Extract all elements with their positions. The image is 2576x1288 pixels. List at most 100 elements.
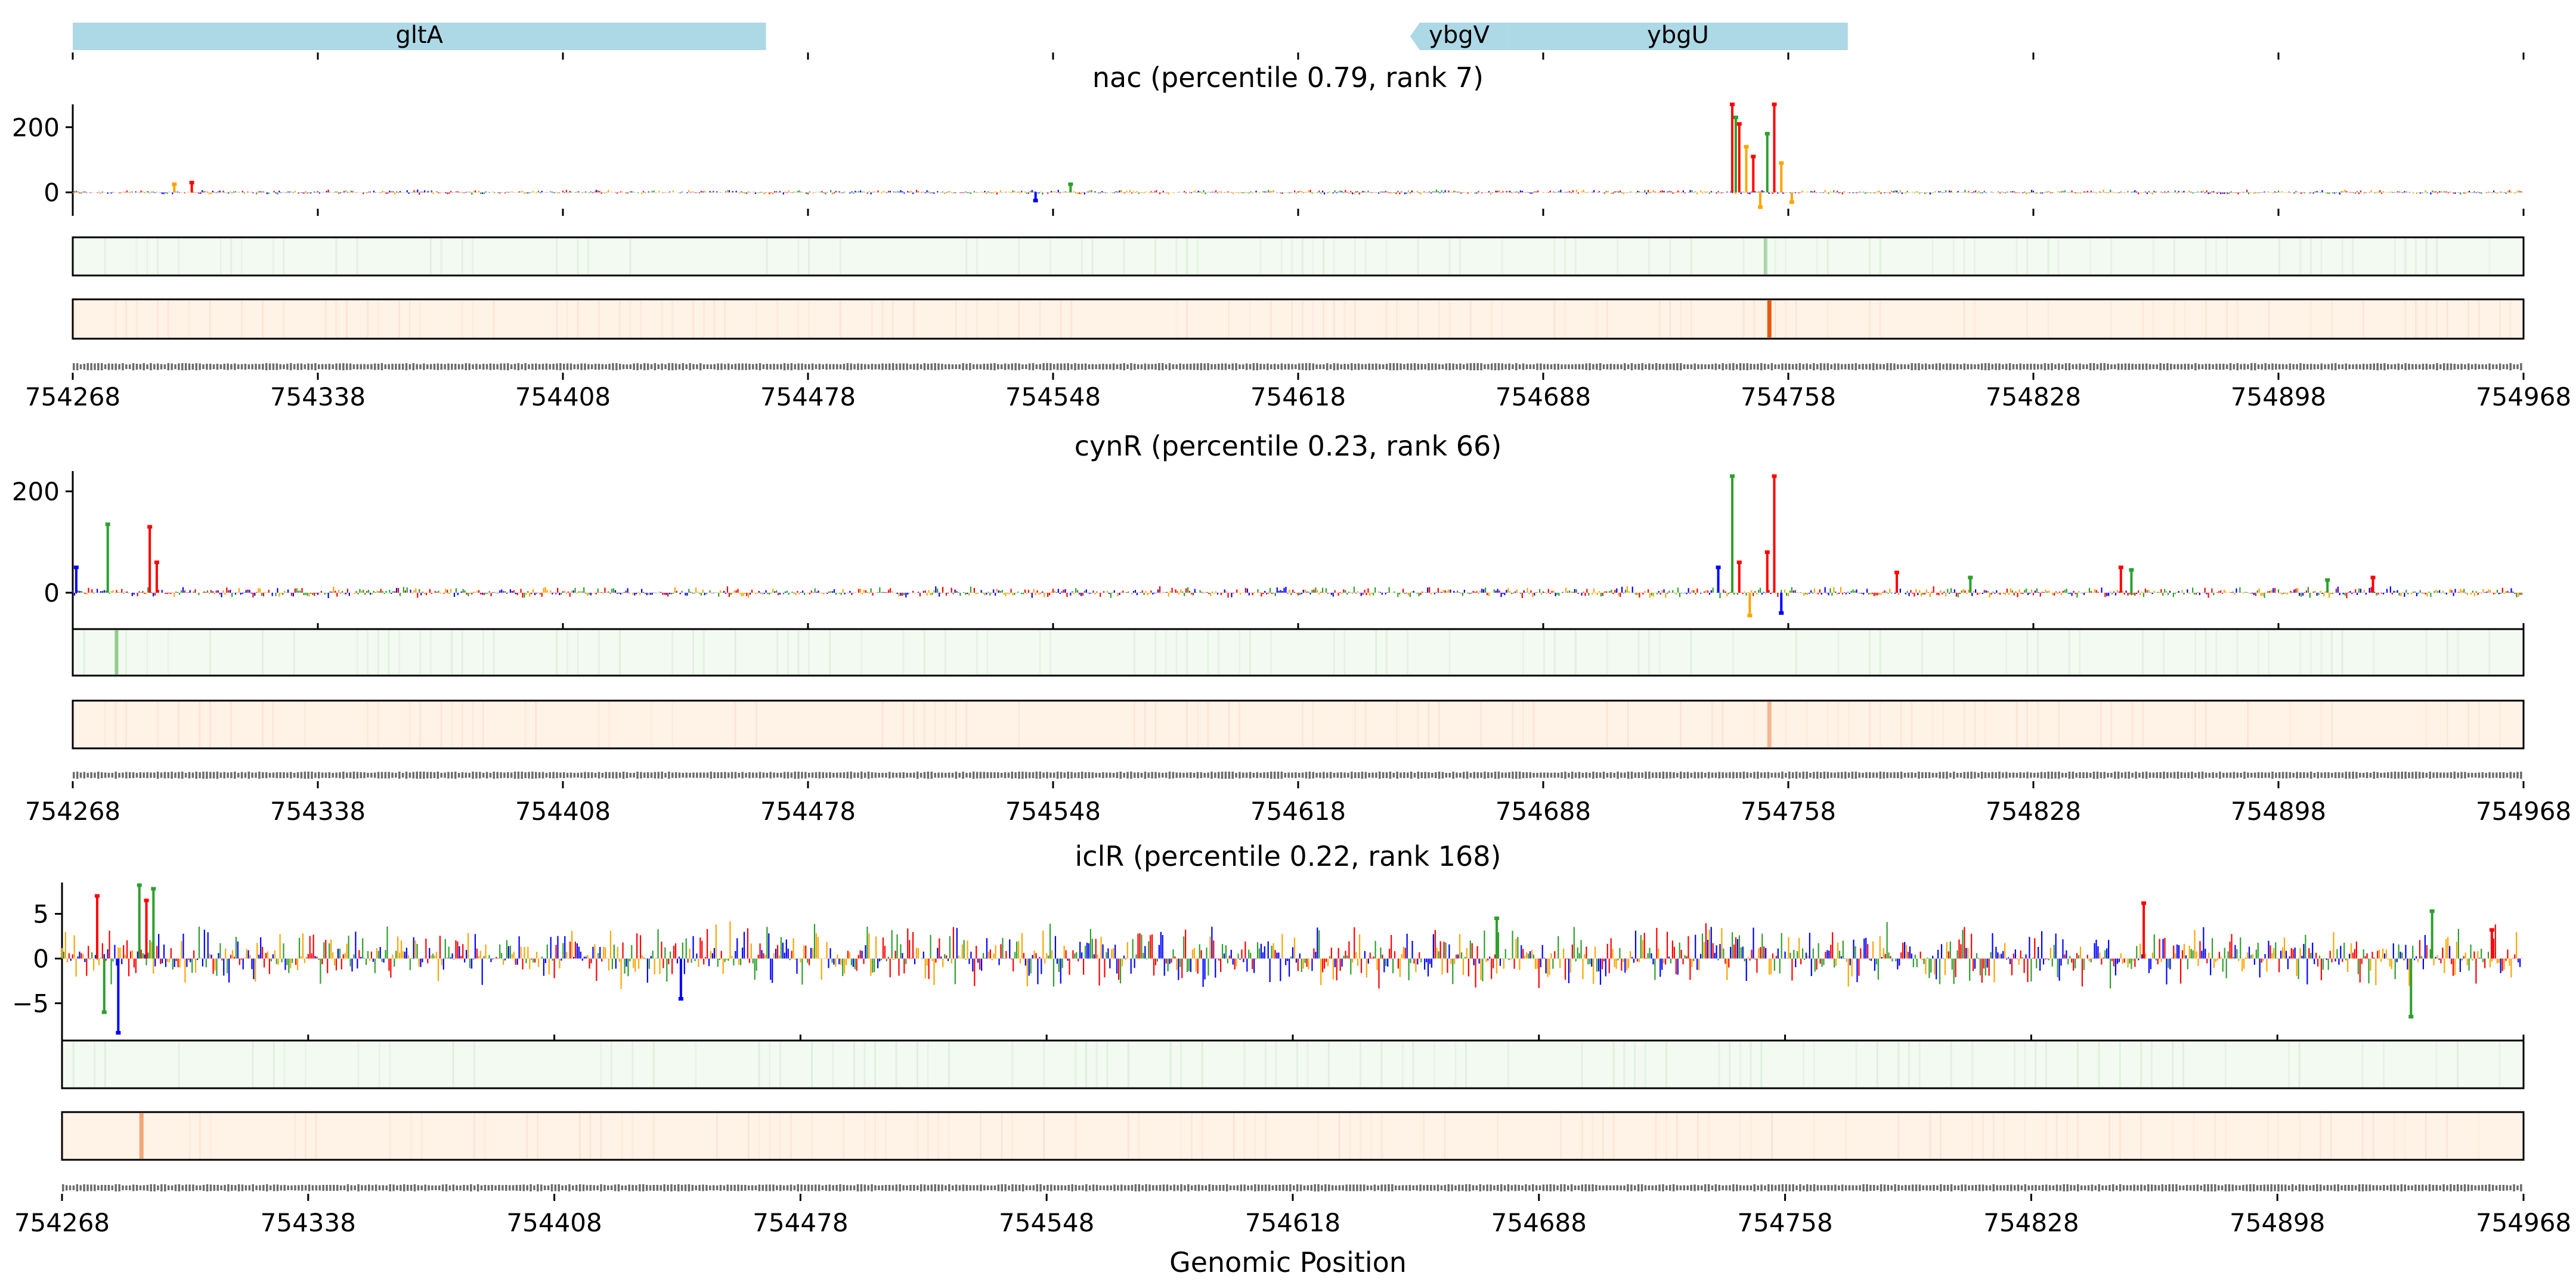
track-orange-cell bbox=[1690, 301, 1692, 338]
sequence-glyph bbox=[993, 772, 996, 778]
sequence-glyph bbox=[1529, 772, 1532, 778]
sequence-glyph bbox=[629, 364, 632, 369]
sequence-glyph bbox=[1823, 772, 1826, 779]
sequence-glyph bbox=[1392, 773, 1395, 778]
sequence-glyph bbox=[1340, 364, 1342, 369]
sequence-glyph bbox=[2068, 363, 2071, 370]
track-orange-cell bbox=[2320, 702, 2323, 747]
track-orange-cell bbox=[419, 702, 422, 747]
track-green-cell bbox=[2079, 630, 2081, 674]
track-orange-cell bbox=[1847, 702, 1850, 747]
sequence-glyph bbox=[2169, 364, 2172, 370]
track-orange-cell bbox=[1879, 301, 1881, 338]
track-orange-cell bbox=[1312, 301, 1314, 338]
sequence-glyph bbox=[657, 364, 660, 369]
sequence-glyph bbox=[899, 772, 902, 778]
gene-arrow bbox=[1410, 23, 1509, 50]
track-green-cell bbox=[2257, 630, 2259, 674]
sequence-glyph bbox=[370, 773, 373, 778]
track-green-cell bbox=[944, 630, 946, 674]
sequence-glyph bbox=[2359, 773, 2361, 778]
sequence-glyph bbox=[1263, 364, 1265, 370]
sequence-glyph bbox=[1998, 363, 2001, 370]
sequence-glyph bbox=[636, 772, 639, 779]
gene-gltA: gltA bbox=[73, 21, 766, 50]
sequence-glyph bbox=[1119, 364, 1122, 370]
sequence-glyph bbox=[510, 364, 513, 369]
sequence-glyph bbox=[1746, 363, 1749, 370]
sequence-glyph bbox=[2148, 772, 2151, 778]
sequence-glyph bbox=[962, 772, 964, 779]
sequence-glyph bbox=[2352, 364, 2354, 369]
sequence-glyph bbox=[776, 364, 779, 370]
sequence-glyph bbox=[605, 364, 607, 369]
sequence-glyph bbox=[234, 772, 236, 779]
sequence-glyph bbox=[1637, 364, 1640, 370]
sequence-glyph bbox=[401, 364, 404, 370]
sequence-glyph bbox=[2446, 363, 2449, 370]
sequence-glyph bbox=[227, 772, 229, 778]
x-tick-label: 754268 bbox=[25, 797, 120, 826]
sequence-glyph bbox=[1179, 772, 1181, 778]
sequence-glyph bbox=[339, 772, 341, 778]
sequence-glyph bbox=[2376, 363, 2379, 370]
sequence-glyph bbox=[1228, 772, 1231, 779]
sequence-glyph bbox=[1182, 773, 1185, 778]
sequence-glyph bbox=[1242, 772, 1244, 778]
sequence-glyph bbox=[391, 364, 394, 370]
sequence-glyph bbox=[304, 772, 306, 779]
sequence-glyph bbox=[1379, 364, 1381, 370]
sequence-glyph bbox=[521, 364, 524, 370]
sequence-glyph bbox=[1273, 772, 1276, 779]
sequence-glyph bbox=[941, 364, 943, 370]
sequence-glyph bbox=[2337, 772, 2340, 778]
sequence-glyph bbox=[2225, 772, 2228, 778]
sequence-glyph bbox=[2317, 364, 2320, 369]
track-green-cell bbox=[2205, 239, 2207, 274]
sequence-glyph bbox=[1428, 772, 1430, 778]
sequence-glyph bbox=[979, 364, 982, 369]
sequence-glyph bbox=[79, 364, 82, 369]
sequence-glyph bbox=[2292, 773, 2295, 778]
sequence-glyph bbox=[2197, 364, 2200, 370]
sequence-glyph bbox=[1767, 364, 1770, 369]
track-green-cell bbox=[1826, 239, 1829, 274]
track-green-peak bbox=[114, 630, 119, 674]
sequence-glyph bbox=[1070, 364, 1073, 370]
sequence-glyph bbox=[906, 363, 908, 370]
sequence-glyph bbox=[1714, 772, 1717, 778]
sequence-glyph bbox=[818, 772, 821, 779]
sequence-glyph bbox=[1875, 364, 1878, 370]
y-tick-label: 5 bbox=[33, 900, 49, 929]
sequence-glyph bbox=[1693, 363, 1696, 370]
track-green-cell bbox=[167, 630, 169, 674]
sequence-glyph bbox=[1168, 363, 1171, 370]
sequence-glyph bbox=[1417, 364, 1420, 370]
sequence-glyph bbox=[468, 363, 470, 370]
sequence-glyph bbox=[286, 772, 289, 778]
sequence-glyph bbox=[1417, 772, 1420, 779]
sequence-glyph bbox=[528, 772, 530, 779]
sequence-glyph bbox=[587, 772, 590, 778]
track-green-cell bbox=[2446, 630, 2448, 674]
track-orange-cell bbox=[262, 301, 264, 338]
track-orange-cell bbox=[367, 702, 369, 747]
track-orange-frame bbox=[72, 298, 2525, 340]
sequence-glyph bbox=[2135, 364, 2137, 370]
sequence-glyph bbox=[307, 363, 309, 370]
sequence-glyph bbox=[2439, 364, 2442, 369]
sequence-glyph bbox=[1343, 772, 1346, 778]
sequence-glyph bbox=[143, 772, 145, 778]
track-green-cell bbox=[1196, 239, 1199, 274]
track-orange-cell bbox=[1364, 702, 1367, 747]
sequence-glyph bbox=[696, 364, 698, 369]
sequence-glyph bbox=[1088, 772, 1091, 778]
track-orange-cell bbox=[419, 301, 422, 338]
sequence-glyph bbox=[419, 364, 422, 369]
sequence-glyph bbox=[2120, 772, 2123, 778]
sequence-glyph bbox=[482, 773, 485, 778]
sequence-glyph bbox=[2173, 364, 2176, 369]
sequence-glyph bbox=[1007, 772, 1010, 778]
sequence-glyph bbox=[2278, 364, 2281, 370]
sequence-glyph bbox=[503, 772, 506, 778]
